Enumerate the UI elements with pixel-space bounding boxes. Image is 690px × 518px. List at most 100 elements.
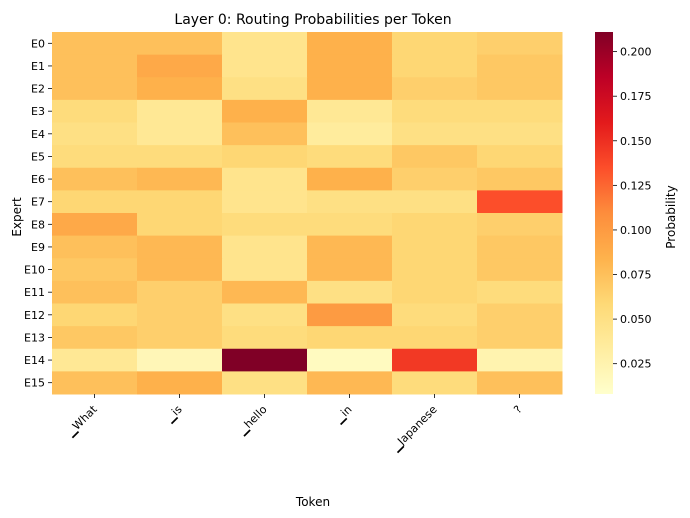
- heatmap-cell: [137, 303, 223, 327]
- heatmap-cell: [137, 77, 223, 101]
- heatmap-cell: [222, 258, 308, 282]
- heatmap-cell: [137, 167, 223, 191]
- heatmap-cell: [307, 235, 393, 259]
- heatmap-cell: [392, 99, 478, 123]
- heatmap-cell: [222, 213, 308, 237]
- heatmap-cell: [52, 326, 138, 350]
- heatmap-cell: [137, 99, 223, 123]
- y-tick-label: E5: [31, 150, 45, 163]
- heatmap-cell: [392, 371, 478, 395]
- heatmap-cell: [52, 32, 138, 56]
- heatmap-cell: [477, 258, 563, 282]
- heatmap-cell: [307, 258, 393, 282]
- heatmap-cell: [307, 303, 393, 327]
- heatmap-cell: [222, 167, 308, 191]
- heatmap-cell: [52, 213, 138, 237]
- heatmap-cell: [52, 190, 138, 214]
- heatmap-cell: [477, 167, 563, 191]
- x-tick-label: ▁is: [163, 403, 185, 425]
- heatmap-cell: [392, 213, 478, 237]
- x-axis-label: Token: [295, 495, 330, 509]
- heatmap-cell: [52, 280, 138, 304]
- heatmap-cell: [52, 167, 138, 191]
- heatmap-cell: [137, 145, 223, 169]
- heatmap-cell: [392, 326, 478, 350]
- heatmap-cell: [137, 32, 223, 56]
- heatmap-cell: [477, 54, 563, 78]
- colorbar-tick-label: 0.175: [620, 90, 652, 103]
- y-tick-label: E11: [24, 286, 45, 299]
- heatmap-cell: [137, 258, 223, 282]
- heatmap-cell: [137, 213, 223, 237]
- colorbar-tick-label: 0.125: [620, 179, 652, 192]
- heatmap-cell: [477, 235, 563, 259]
- heatmap-cell: [222, 303, 308, 327]
- heatmap-cell: [222, 190, 308, 214]
- heatmap-cell: [477, 77, 563, 101]
- colorbar: [595, 32, 613, 394]
- colorbar-tick-label: 0.025: [620, 358, 652, 371]
- y-tick-label: E13: [24, 331, 45, 344]
- x-tick-label: ▁hello: [235, 403, 270, 438]
- colorbar-tick-label: 0.075: [620, 269, 652, 282]
- colorbar-tick-label: 0.150: [620, 135, 652, 148]
- heatmap-cell: [307, 280, 393, 304]
- heatmap-cell: [137, 348, 223, 372]
- heatmap-cell: [477, 122, 563, 146]
- heatmap-cell: [52, 303, 138, 327]
- chart-title: Layer 0: Routing Probabilities per Token: [174, 12, 451, 28]
- heatmap-cell: [137, 235, 223, 259]
- heatmap-cell: [307, 77, 393, 101]
- heatmap-cell: [137, 190, 223, 214]
- heatmap-cell: [52, 348, 138, 372]
- y-tick-label: E1: [31, 60, 45, 73]
- y-tick-label: E2: [31, 83, 45, 96]
- heatmap-cell: [392, 122, 478, 146]
- heatmap-cell: [222, 235, 308, 259]
- y-tick-label: E0: [31, 37, 45, 50]
- y-tick-label: E7: [31, 196, 45, 209]
- heatmap-cell: [222, 77, 308, 101]
- heatmap-cell: [52, 77, 138, 101]
- heatmap-cell: [222, 99, 308, 123]
- heatmap-cell: [392, 190, 478, 214]
- heatmap-cell: [222, 326, 308, 350]
- heatmap-cell: [392, 32, 478, 56]
- heatmap-cell: [52, 145, 138, 169]
- heatmap-cell: [477, 213, 563, 237]
- heatmap-cell: [137, 326, 223, 350]
- heatmap-cell: [222, 54, 308, 78]
- heatmap-cell: [52, 235, 138, 259]
- colorbar-tick-label: 0.200: [620, 46, 652, 59]
- y-axis-ticks: E0 E1 E2 E3 E4 E5 E6 E7 E8 E9 E10 E11 E12 E13 E14 E15: [24, 37, 52, 390]
- heatmap-cell: [477, 145, 563, 169]
- x-tick-label: ▁What: [63, 402, 100, 439]
- heatmap-cell: [477, 303, 563, 327]
- y-tick-label: E6: [31, 173, 45, 186]
- heatmap-cell: [307, 122, 393, 146]
- heatmap-cell: [52, 122, 138, 146]
- heatmap-cell: [392, 348, 478, 372]
- heatmap-cell: [222, 122, 308, 146]
- heatmap-cell: [137, 122, 223, 146]
- heatmap-cell: [222, 280, 308, 304]
- heatmap-cell: [52, 371, 138, 395]
- heatmap-cell: [392, 145, 478, 169]
- heatmap-cell: [307, 145, 393, 169]
- y-tick-label: E15: [24, 377, 45, 390]
- heatmap-cell: [307, 213, 393, 237]
- heatmap-cell: [477, 348, 563, 372]
- heatmap-cell: [222, 145, 308, 169]
- heatmap-cell: [137, 280, 223, 304]
- heatmap-cell: [392, 280, 478, 304]
- heatmap-cell: [477, 280, 563, 304]
- heatmap-cell: [307, 54, 393, 78]
- heatmap-cell: [52, 258, 138, 282]
- heatmap-cell: [477, 326, 563, 350]
- heatmap-cell: [222, 348, 308, 372]
- y-tick-label: E3: [31, 105, 45, 118]
- heatmap-cell: [477, 99, 563, 123]
- heatmap-cell: [307, 167, 393, 191]
- y-tick-label: E12: [24, 309, 45, 322]
- heatmap-cell: [307, 190, 393, 214]
